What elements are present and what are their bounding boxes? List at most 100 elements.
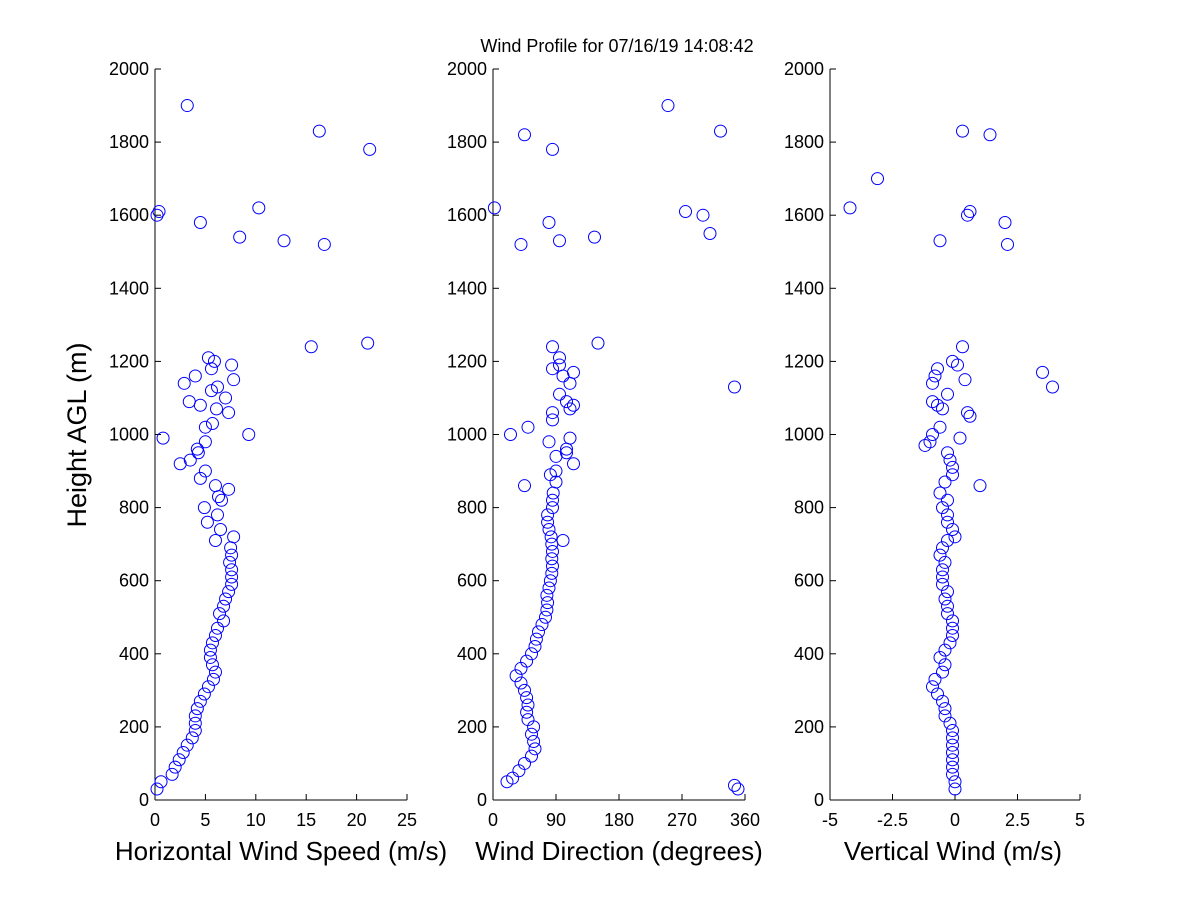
data-point: [219, 391, 233, 405]
data-point: [363, 142, 377, 156]
data-point: [936, 665, 949, 679]
data-point: [546, 493, 559, 507]
data-point: [946, 767, 959, 781]
data-point: [225, 577, 239, 591]
data-point: [183, 453, 197, 467]
data-point: [312, 124, 326, 138]
data-point: [525, 727, 538, 741]
data-point: [150, 208, 164, 222]
data-point: [304, 340, 318, 354]
data-point: [165, 767, 179, 781]
data-point: [200, 515, 214, 529]
data-point: [277, 234, 291, 248]
data-point: [941, 607, 954, 621]
data-point: [946, 523, 959, 537]
data-point: [210, 508, 224, 522]
data-point: [518, 479, 531, 493]
x-tick-label: 0: [950, 810, 960, 830]
y-tick-label: 1800: [109, 132, 149, 152]
data-point: [931, 687, 944, 701]
data-point: [546, 559, 559, 573]
data-point: [208, 533, 222, 547]
data-point: [198, 435, 212, 449]
data-point: [193, 216, 207, 230]
x-tick-label: 25: [397, 810, 417, 830]
data-point: [956, 340, 969, 354]
data-point: [714, 124, 727, 138]
data-point: [212, 490, 226, 504]
data-point: [926, 428, 939, 441]
data-point: [938, 709, 952, 723]
data-point: [514, 237, 528, 251]
data-point: [154, 775, 168, 789]
data-point: [214, 523, 228, 537]
data-point: [946, 629, 959, 643]
data-point: [553, 387, 566, 401]
data-point: [543, 574, 557, 588]
y-tick-label: 1600: [784, 205, 824, 225]
data-point: [946, 753, 959, 767]
data-point: [225, 358, 239, 372]
data-point: [487, 201, 501, 215]
data-point: [525, 749, 538, 763]
data-point: [943, 636, 957, 650]
data-point: [188, 716, 202, 730]
y-tick-label: 1200: [447, 351, 487, 371]
data-point: [198, 420, 212, 434]
data-point: [188, 724, 202, 738]
data-point: [518, 128, 531, 142]
data-point: [941, 493, 954, 507]
data-point: [252, 201, 266, 215]
data-point: [545, 552, 559, 566]
data-point: [938, 643, 952, 657]
data-point: [546, 486, 560, 500]
data-point: [696, 208, 710, 222]
data-point: [185, 731, 199, 745]
y-tick-label: 400: [119, 644, 149, 664]
x-tick-label: 0: [150, 810, 160, 830]
data-point: [703, 226, 717, 240]
data-point: [193, 398, 207, 412]
data-point: [520, 691, 534, 705]
y-tick-label: 0: [477, 790, 487, 810]
data-point: [961, 406, 974, 420]
y-tick-label: 1400: [784, 278, 824, 298]
data-point: [1036, 365, 1049, 379]
data-point: [197, 687, 211, 701]
data-point: [946, 621, 959, 635]
data-point: [206, 672, 220, 686]
y-tick-label: 800: [119, 498, 149, 518]
data-point: [948, 775, 962, 789]
data-point: [208, 665, 222, 679]
data-point: [563, 431, 577, 445]
data-point: [936, 563, 949, 577]
data-point: [361, 336, 375, 350]
data-point: [588, 230, 601, 244]
y-tick-label: 1200: [784, 351, 824, 371]
data-point: [553, 351, 566, 365]
data-point: [546, 501, 559, 515]
y-tick-label: 0: [814, 790, 824, 810]
y-tick-label: 400: [794, 644, 824, 664]
data-point: [546, 142, 559, 156]
data-point: [518, 683, 531, 697]
data-point: [936, 570, 949, 584]
data-point: [567, 457, 580, 471]
data-point: [941, 599, 954, 613]
data-point: [946, 460, 959, 474]
data-point: [956, 124, 969, 138]
data-point: [661, 99, 675, 113]
data-point: [190, 442, 204, 456]
y-tick-label: 800: [457, 498, 487, 518]
data-point: [520, 705, 534, 719]
data-point: [933, 486, 947, 500]
data-point: [973, 479, 987, 493]
data-point: [938, 555, 952, 569]
data-point: [223, 555, 237, 569]
data-point: [936, 577, 949, 591]
data-point: [535, 618, 549, 632]
data-point: [528, 742, 542, 756]
data-point: [180, 99, 194, 113]
y-tick-label: 600: [457, 571, 487, 591]
data-point: [521, 698, 535, 712]
